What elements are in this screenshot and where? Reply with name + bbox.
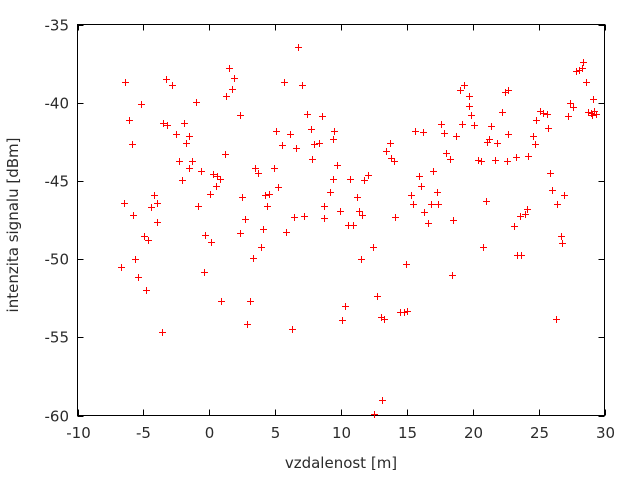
x-tick-label: 25 xyxy=(530,424,549,442)
x-tick-label: -10 xyxy=(66,424,91,442)
x-tick-label: 15 xyxy=(398,424,417,442)
y-axis-title: intenzita signalu [dBm] xyxy=(4,138,22,313)
y-tick-label: -55 xyxy=(45,329,70,347)
data-points-layer xyxy=(118,44,600,418)
y-tick-label: -50 xyxy=(45,251,70,269)
plot-border xyxy=(77,24,605,416)
scatter-points-path xyxy=(118,44,600,418)
x-tick-label: 30 xyxy=(596,424,615,442)
x-axis-title: vzdalenost [m] xyxy=(285,454,397,472)
y-tick-label: -60 xyxy=(45,408,70,426)
x-tick-label: 20 xyxy=(464,424,483,442)
x-tick-label: 5 xyxy=(271,424,281,442)
axis-tick-marks xyxy=(77,24,606,417)
x-tick-label: 0 xyxy=(205,424,215,442)
y-tick-label: -40 xyxy=(45,95,70,113)
y-tick-label: -45 xyxy=(45,173,70,191)
x-tick-label: -5 xyxy=(136,424,151,442)
axis-tick-labels: -10 -5 0 5 10 15 20 25 30-35-40-45-50-55-60 xyxy=(45,17,616,443)
y-tick-label: -35 xyxy=(45,17,70,35)
x-tick-label: 10 xyxy=(332,424,351,442)
